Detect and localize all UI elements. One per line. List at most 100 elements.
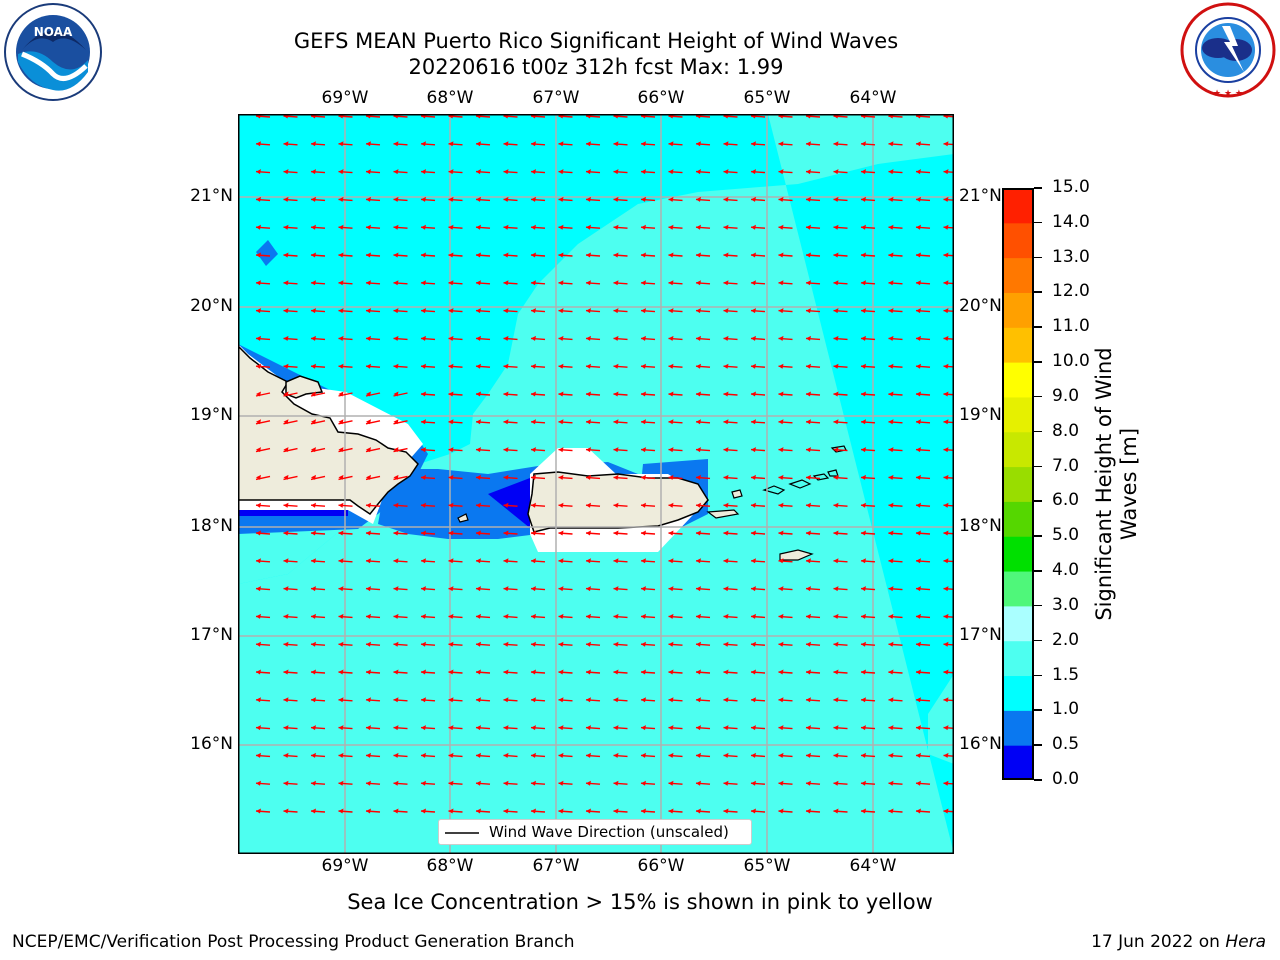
- land-puerto-rico: [527, 471, 709, 533]
- wave-arrow: [860, 363, 876, 369]
- map-subtitle: 20220616 t00z 312h fcst Max: 1.99: [408, 55, 784, 79]
- wave-arrow: [530, 252, 546, 258]
- wave-arrow: [640, 141, 656, 147]
- colorbar-tick: [1034, 256, 1042, 259]
- wave-arrow: [475, 335, 491, 341]
- wave-arrow: [833, 586, 848, 592]
- colorbar-tick: [1034, 430, 1042, 433]
- wave-arrow: [915, 308, 931, 314]
- wave-arrow: [640, 169, 656, 175]
- wave-arrow: [860, 558, 876, 564]
- wave-arrow: [393, 363, 408, 369]
- wave-arrow: [338, 669, 353, 675]
- wave-arrow: [558, 752, 573, 758]
- wave-arrow: [888, 224, 903, 230]
- wave-arrow: [255, 141, 271, 147]
- wave-arrow: [503, 224, 518, 230]
- wave-arrow: [613, 725, 628, 731]
- colorbar-tick-label: 11.0: [1052, 316, 1090, 337]
- wave-arrow: [283, 474, 298, 481]
- colorbar-segment: [1002, 536, 1034, 572]
- wave-arrow: [805, 363, 821, 369]
- wave-arrow: [310, 530, 326, 536]
- wave-arrow: [338, 641, 353, 647]
- wave-arrow: [750, 641, 766, 647]
- colorbar-tick-label: 12.0: [1052, 281, 1090, 302]
- wave-arrow: [558, 697, 573, 703]
- wave-arrow: [723, 419, 738, 425]
- wave-arrow: [283, 196, 298, 202]
- wave-arrow: [750, 530, 766, 536]
- wave-arrow: [310, 613, 326, 619]
- wave-arrow: [915, 474, 931, 480]
- wave-arrow: [310, 447, 326, 453]
- wave-arrow: [365, 474, 381, 481]
- colorbar-tick: [1034, 744, 1042, 746]
- wave-arrow: [255, 780, 271, 786]
- wave-arrow: [420, 558, 436, 564]
- wave-arrow: [558, 169, 573, 175]
- wave-arrow: [558, 586, 573, 592]
- wave-arrow: [915, 613, 931, 619]
- wave-arrow: [750, 419, 766, 425]
- wave-arrow: [695, 530, 711, 536]
- wave-arrow: [668, 280, 683, 286]
- colorbar-segment: [1002, 675, 1034, 711]
- lon-label-bottom: 66°W: [637, 856, 685, 876]
- map-frame: [238, 114, 954, 854]
- wave-arrow: [393, 196, 408, 202]
- footer-host: Hera: [1225, 932, 1266, 952]
- wave-arrow: [723, 669, 738, 675]
- wave-arrow: [558, 335, 573, 341]
- wave-arrow: [668, 502, 683, 508]
- wave-arrow: [420, 474, 436, 480]
- wave-arrow: [833, 669, 848, 675]
- wave-arrow: [860, 169, 876, 175]
- legend-label: Wind Wave Direction (unscaled): [489, 823, 729, 841]
- colorbar-tick-label: 1.0: [1052, 699, 1080, 720]
- wave-arrow: [860, 613, 876, 619]
- wave-arrow: [310, 308, 326, 314]
- wave-arrow: [255, 474, 271, 481]
- wave-arrow: [338, 474, 353, 481]
- wave-arrow: [613, 474, 628, 480]
- wave-arrow: [558, 141, 573, 147]
- wave-arrow: [530, 224, 546, 230]
- wave-arrow: [860, 447, 876, 453]
- wave-arrow: [503, 725, 518, 731]
- wave-arrow: [255, 530, 271, 536]
- wave-arrow: [283, 141, 298, 147]
- wave-arrow: [393, 808, 408, 814]
- wave-arrow: [420, 669, 436, 675]
- wave-arrow: [778, 252, 793, 258]
- wave-arrow: [695, 224, 711, 230]
- wave-arrow: [778, 363, 793, 369]
- wave-arrow: [283, 252, 298, 258]
- colorbar-segment: [1002, 257, 1034, 293]
- lon-label-top: 68°W: [426, 88, 474, 108]
- wave-arrow: [338, 780, 353, 786]
- wave-arrow: [695, 335, 711, 341]
- wave-arrow: [833, 780, 848, 786]
- colorbar-tick-label: 5.0: [1052, 525, 1080, 546]
- wave-arrow: [805, 669, 821, 675]
- wave-arrow: [558, 669, 573, 675]
- wave-arrow: [338, 613, 353, 619]
- wave-arrow: [613, 224, 628, 230]
- wave-arrow: [558, 613, 573, 619]
- wave-arrow: [750, 752, 766, 758]
- colorbar-tick: [1034, 187, 1042, 189]
- lon-label-bottom: 69°W: [321, 856, 369, 876]
- wave-arrow: [255, 335, 271, 341]
- wave-arrow: [558, 224, 573, 230]
- wave-arrow: [475, 613, 491, 619]
- lat-label-right: 16°N: [959, 734, 1002, 754]
- wave-arrow: [365, 335, 381, 341]
- wave-arrow: [915, 641, 931, 647]
- wave-arrow: [640, 613, 656, 619]
- wave-arrow: [833, 419, 848, 425]
- wave-arrow: [448, 808, 463, 814]
- colorbar-tick-label: 14.0: [1052, 211, 1090, 232]
- wave-arrow: [558, 641, 573, 647]
- colorbar-segment: [1002, 188, 1034, 224]
